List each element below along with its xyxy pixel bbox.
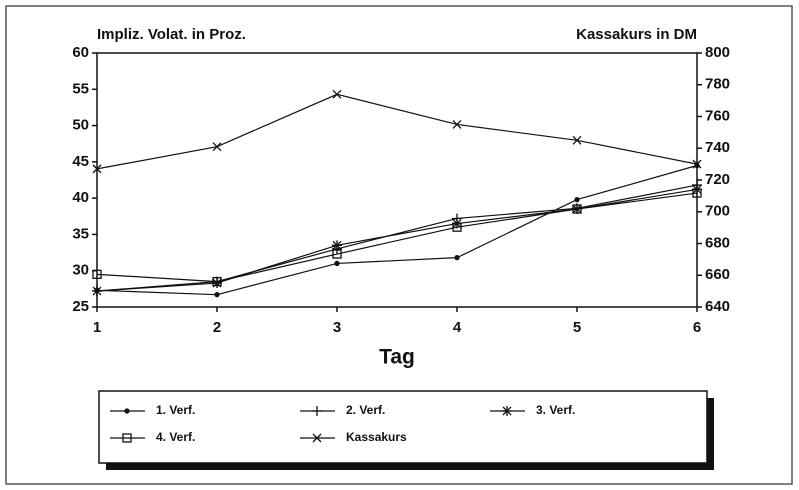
series-line [96,164,698,296]
marker [124,408,130,414]
y2-axis-label: Kassakurs in DM [576,26,697,43]
y-tick-label: 35 [72,225,89,242]
series-line [96,93,698,170]
marker [92,286,102,297]
plot-frame [96,52,698,308]
marker [212,278,222,289]
marker [312,433,322,443]
legend-label: 3. Verf. [536,403,575,417]
x-axis-label: Tag [379,346,415,369]
marker [334,260,340,267]
y2-tick-label: 700 [705,203,730,220]
marker [92,164,102,174]
legend-label: 4. Verf. [156,430,195,444]
x-tick-label: 5 [573,319,581,336]
marker [454,255,460,261]
y2-tick-label: 640 [705,298,730,315]
y2-tick-label: 680 [705,234,730,251]
y-tick-label: 45 [72,153,89,170]
y-axis-label: Impliz. Volat. in Proz. [97,26,246,43]
marker [92,269,102,279]
marker [692,188,702,198]
y2-tick-label: 760 [705,107,730,124]
marker [122,433,132,443]
marker [332,89,342,99]
marker [502,406,512,416]
legend-label: 1. Verf. [156,403,195,417]
y-tick-label: 40 [72,189,89,206]
frame [5,5,793,485]
legend [98,390,708,464]
y-tick-label: 30 [72,262,89,279]
marker [452,119,462,129]
y-tick-label: 55 [72,80,89,97]
marker [212,142,222,152]
marker [312,406,322,416]
marker [452,222,462,232]
marker [572,204,582,214]
marker [332,249,342,259]
y-tick-label: 60 [72,44,89,61]
marker [574,196,580,203]
series-line [96,192,698,283]
marker [692,159,702,169]
marker [214,292,220,298]
y2-tick-label: 780 [705,76,730,93]
legend-label: 2. Verf. [346,403,385,417]
x-tick-label: 4 [453,319,462,336]
x-tick-label: 1 [93,319,101,336]
y-tick-label: 25 [72,298,89,315]
y2-tick-label: 720 [705,171,730,188]
legend-label: Kassakurs [346,430,407,444]
x-tick-label: 2 [213,319,221,336]
marker [212,276,222,287]
x-tick-label: 3 [333,319,341,336]
x-tick-label: 6 [693,319,701,336]
y-tick-label: 50 [72,117,89,134]
series-line [96,184,698,292]
marker [572,135,582,145]
y2-tick-label: 800 [705,44,730,61]
y2-tick-label: 660 [705,266,730,283]
y2-tick-label: 740 [705,139,730,156]
marker [332,240,342,251]
